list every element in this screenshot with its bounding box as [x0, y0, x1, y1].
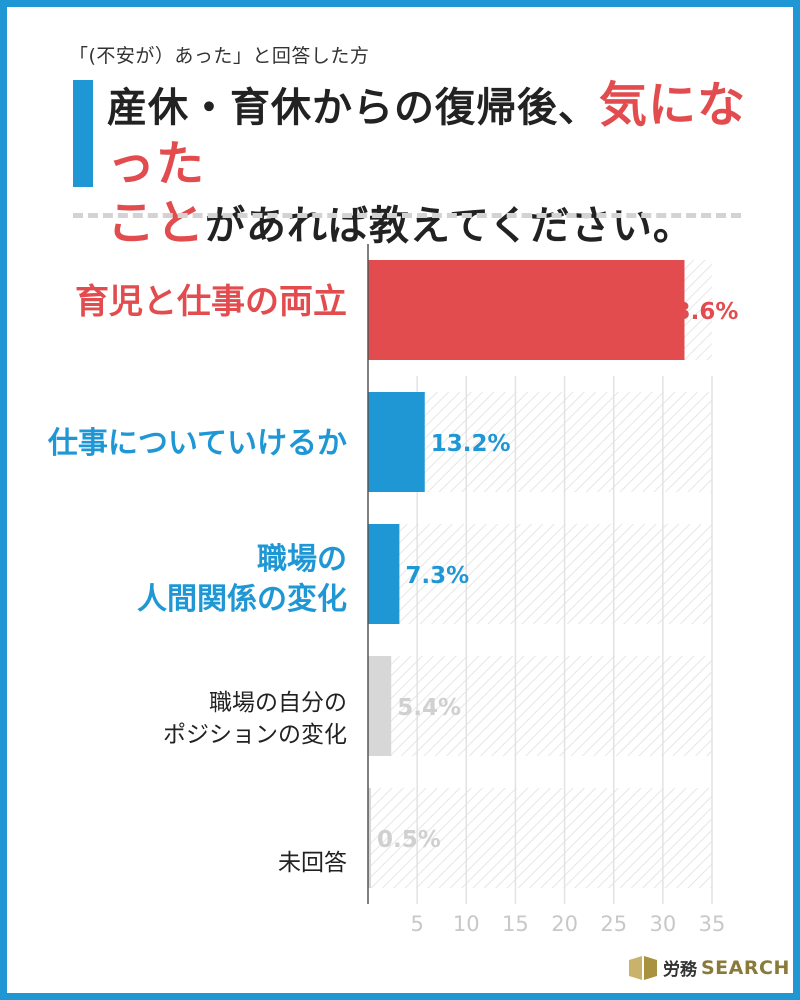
category-label-2-line-1: 仕事についていけるか	[47, 426, 347, 461]
category-label-4-line-2: ポジションの変化	[163, 722, 347, 748]
value-label-5: 0.5%	[377, 827, 441, 853]
category-label-4: 職場の自分の ポジションの変化	[163, 687, 347, 751]
value-label-4: 5.4%	[397, 695, 461, 721]
bar-chart-svg: 5 10 15 20 25 30 35 73.6% 13.2% 7.3% 5.4% 0.5%	[367, 244, 739, 936]
book-logo-icon	[629, 955, 657, 980]
logo-text-jp: 労務	[663, 960, 697, 980]
category-label-1-line-1: 育児と仕事の両立	[75, 282, 347, 322]
x-tick-label-20: 20	[551, 912, 578, 936]
title-text-1: 産休・育休からの復帰後、	[107, 85, 599, 131]
bar-track-4	[368, 656, 712, 756]
category-label-3-line-1: 職場の	[257, 542, 347, 577]
x-tick-label-30: 30	[649, 912, 676, 936]
bar-3	[368, 524, 400, 624]
value-label-2: 13.2%	[431, 431, 511, 457]
title-highlight-2: こと	[107, 195, 206, 251]
bar-1	[368, 260, 685, 360]
bar-4	[368, 656, 392, 756]
title-divider	[73, 213, 741, 218]
chart-title: 産休・育休からの復帰後、気になった ことがあれば教えてください。	[107, 77, 787, 254]
category-label-5: 未回答	[278, 847, 347, 879]
category-label-5-line-1: 未回答	[278, 850, 347, 876]
bar-5	[368, 788, 371, 888]
bar-track-3	[368, 524, 712, 624]
chart-subtitle: 「(不安が）あった」と回答した方	[69, 45, 370, 67]
title-highlight-1: 気になった	[107, 77, 747, 192]
x-tick-label-15: 15	[502, 912, 529, 936]
logo-text-en: SEARCH	[701, 956, 790, 979]
brand-logo: 労務 SEARCH	[629, 955, 790, 980]
category-label-3-line-2: 人間関係の変化	[137, 582, 347, 617]
bar-track-5	[368, 788, 712, 888]
x-tick-label-35: 35	[699, 912, 726, 936]
category-label-4-line-1: 職場の自分の	[209, 690, 347, 716]
value-label-3: 7.3%	[405, 563, 469, 589]
category-label-3: 職場の 人間関係の変化	[137, 540, 347, 620]
x-tick-label-25: 25	[600, 912, 627, 936]
title-text-2: があれば教えてください。	[205, 203, 694, 249]
bar-track-2	[368, 392, 712, 492]
x-tick-label-10: 10	[453, 912, 480, 936]
x-tick-label-5: 5	[410, 912, 423, 936]
title-accent-bar	[73, 80, 93, 187]
category-label-1: 育児と仕事の両立	[75, 282, 347, 322]
bar-2	[368, 392, 425, 492]
value-label-1: 73.6%	[659, 299, 739, 325]
category-label-2: 仕事についていけるか	[48, 424, 347, 464]
